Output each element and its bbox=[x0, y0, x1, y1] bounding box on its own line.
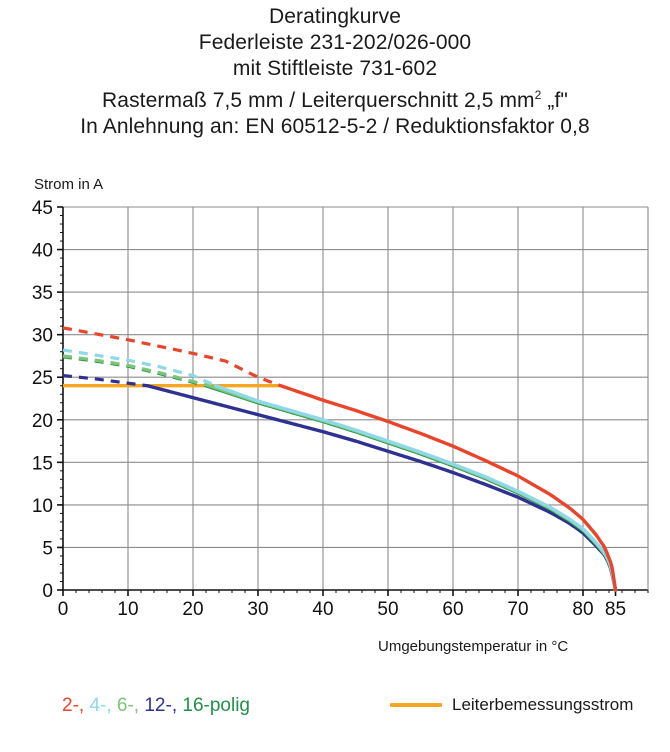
series-solid-2-polig bbox=[279, 384, 618, 592]
x-tick-label: 60 bbox=[442, 599, 463, 620]
tick-labels: 0 5 10 15 20 25 30 35 40 45 0 10 20 30 40 50 60 70 80 85 bbox=[32, 198, 626, 620]
title-line-2: Federleiste 231-202/026-000 bbox=[198, 31, 472, 54]
series-12-polig bbox=[62, 373, 618, 592]
y-tick-label: 5 bbox=[42, 538, 53, 559]
title-line-1: Deratingkurve bbox=[268, 5, 402, 28]
title-line-5: In Anlehnung an: EN 60512-5-2 / Reduktio… bbox=[80, 115, 590, 138]
series-dashed-4-polig bbox=[62, 348, 217, 388]
series-solid-12-polig bbox=[145, 384, 618, 592]
rated-current-label: Leiterbemessungsstrom bbox=[452, 695, 634, 714]
series-16-polig bbox=[62, 355, 618, 592]
y-tick-label: 0 bbox=[42, 581, 53, 602]
x-tick-label: 70 bbox=[507, 599, 528, 620]
gridlines bbox=[63, 206, 648, 590]
series-dashed-12-polig bbox=[62, 373, 148, 388]
series-solid-4-polig bbox=[214, 384, 618, 592]
y-tick-label: 15 bbox=[32, 453, 53, 474]
chart-title-block: Deratingkurve Federleiste 231-202/026-00… bbox=[0, 4, 670, 140]
x-axis-title: Umgebungstemperatur in °C bbox=[378, 638, 569, 655]
y-tick-label: 10 bbox=[32, 496, 53, 517]
axis-ticks bbox=[57, 206, 649, 596]
y-tick-label: 25 bbox=[32, 368, 53, 389]
x-tick-label: 50 bbox=[377, 599, 398, 620]
y-tick-label: 35 bbox=[32, 283, 53, 304]
x-tick-label: 40 bbox=[312, 599, 333, 620]
legend-pole-2: 6-, bbox=[116, 695, 145, 716]
title-line-4-main: Rastermaß 7,5 mm / Leiterquerschnitt 2,5… bbox=[102, 89, 535, 112]
title-line-3: mit Stiftleiste 731-602 bbox=[232, 57, 438, 80]
axis-lines bbox=[62, 207, 649, 591]
rated-current-line-swatch bbox=[390, 703, 442, 707]
y-axis-title: Strom in A bbox=[34, 176, 104, 193]
x-tick-label: 30 bbox=[247, 599, 268, 620]
legend-pole-3: 12-, bbox=[144, 695, 183, 716]
y-tick-label: 45 bbox=[32, 198, 53, 219]
x-tick-label: 10 bbox=[117, 599, 138, 620]
x-tick-label: 80 bbox=[572, 599, 593, 620]
series-4-polig bbox=[62, 348, 618, 592]
title-line-4-superscript: 2 bbox=[534, 88, 542, 102]
x-tick-label: 0 bbox=[58, 599, 69, 620]
x-tick-label: 85 bbox=[605, 599, 626, 620]
legend-pole-0: 2-, bbox=[62, 695, 90, 716]
series-dashed-2-polig bbox=[62, 326, 282, 388]
legend-pole-4: 16-polig bbox=[182, 695, 250, 716]
y-tick-label: 40 bbox=[32, 241, 53, 262]
y-tick-label: 30 bbox=[32, 326, 53, 347]
title-line-4-tail: „f" bbox=[541, 89, 568, 112]
series-dashed-6-polig bbox=[62, 354, 210, 388]
chart-legend: 2-, 4-, 6-, 12-, 16-polig Leiterbemessun… bbox=[0, 695, 670, 735]
series-6-polig bbox=[62, 354, 618, 592]
title-line-4: Rastermaß 7,5 mm / Leiterquerschnitt 2,5… bbox=[0, 82, 670, 114]
series-2-polig bbox=[62, 326, 618, 592]
x-tick-label: 20 bbox=[182, 599, 203, 620]
legend-rated-current-group: Leiterbemessungsstrom bbox=[390, 695, 633, 715]
y-tick-label: 20 bbox=[32, 411, 53, 432]
legend-pole-1: 4-, bbox=[89, 695, 117, 716]
legend-poles-group: 2-, 4-, 6-, 12-, 16-polig bbox=[62, 695, 250, 717]
